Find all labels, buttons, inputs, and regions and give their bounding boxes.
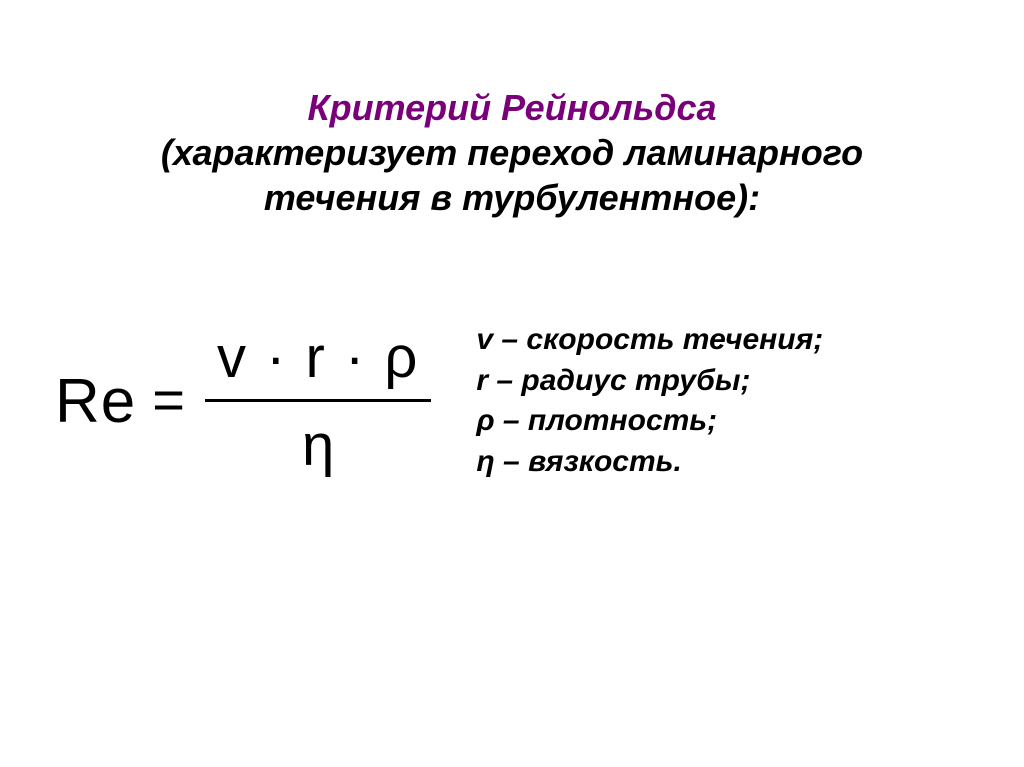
legend-item: ρ – плотность; bbox=[476, 401, 1024, 442]
legend-item: v – скорость течения; bbox=[476, 320, 1024, 361]
legend-separator: – bbox=[493, 323, 526, 356]
heading-subtitle-line1: (характеризует переход ламинарного bbox=[0, 130, 1024, 175]
formula-lhs: Re bbox=[55, 366, 136, 437]
formula-denominator: η bbox=[302, 402, 334, 479]
legend-symbol: r bbox=[476, 364, 488, 397]
heading-block: Критерий Рейнольдса (характеризует перех… bbox=[0, 0, 1024, 220]
legend-text: скорость течения; bbox=[526, 323, 823, 356]
formula: Re = v · r · ρ η bbox=[55, 324, 431, 479]
legend-text: плотность; bbox=[528, 404, 717, 437]
legend-symbol: ρ bbox=[476, 404, 494, 437]
slide: Критерий Рейнольдса (характеризует перех… bbox=[0, 0, 1024, 767]
legend-item: r – радиус трубы; bbox=[476, 361, 1024, 402]
formula-numerator: v · r · ρ bbox=[205, 324, 431, 399]
content-row: Re = v · r · ρ η v – скорость течения; r… bbox=[0, 320, 1024, 482]
legend-text: радиус трубы; bbox=[521, 364, 750, 397]
legend-separator: – bbox=[488, 364, 521, 397]
legend: v – скорость течения; r – радиус трубы; … bbox=[476, 320, 1024, 482]
heading-title: Критерий Рейнольдса bbox=[0, 85, 1024, 130]
legend-symbol: v bbox=[476, 323, 493, 356]
heading-subtitle-line2: течения в турбулентное): bbox=[0, 175, 1024, 220]
legend-separator: – bbox=[495, 445, 528, 478]
legend-separator: – bbox=[495, 404, 528, 437]
formula-equals: = bbox=[152, 367, 185, 432]
legend-symbol: η bbox=[476, 445, 494, 478]
legend-item: η – вязкость. bbox=[476, 442, 1024, 483]
formula-fraction: v · r · ρ η bbox=[205, 324, 431, 479]
legend-text: вязкость. bbox=[528, 445, 682, 478]
